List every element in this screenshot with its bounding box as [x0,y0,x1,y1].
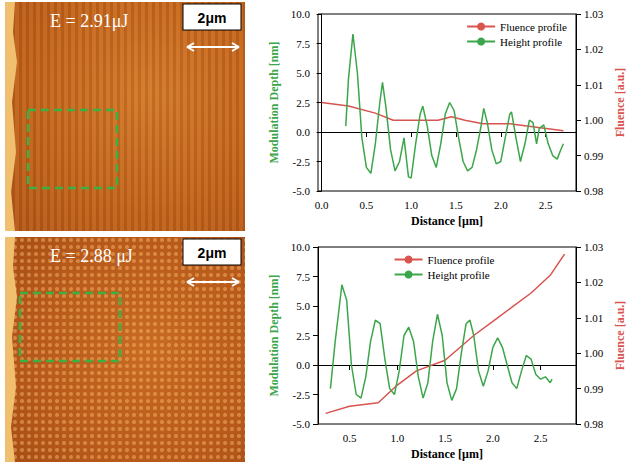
svg-text:Modulation Depth [nm]: Modulation Depth [nm] [267,41,281,163]
svg-text:Fluence profile: Fluence profile [500,21,567,33]
svg-text:E = 2.88 μJ: E = 2.88 μJ [50,246,133,266]
svg-text:1.0: 1.0 [404,199,418,211]
svg-text:0.98: 0.98 [584,185,604,197]
svg-text:0.0: 0.0 [296,359,310,371]
svg-text:Height profile: Height profile [500,36,562,48]
svg-text:1.03: 1.03 [584,8,604,20]
svg-text:-5.0: -5.0 [293,185,311,197]
svg-text:10.0: 10.0 [291,8,311,20]
svg-text:0.5: 0.5 [343,432,357,444]
svg-text:Fluence [a.u.]: Fluence [a.u.] [613,68,627,138]
svg-text:5.0: 5.0 [296,67,310,79]
svg-text:0.0: 0.0 [315,199,329,211]
svg-text:2.5: 2.5 [296,330,310,342]
svg-text:1.00: 1.00 [584,347,604,359]
svg-text:1.0: 1.0 [390,432,404,444]
svg-text:E = 2.91μJ: E = 2.91μJ [50,11,128,31]
svg-text:1.03: 1.03 [584,241,604,253]
svg-text:0.98: 0.98 [584,418,604,430]
svg-text:Fluence profile: Fluence profile [428,254,495,266]
svg-text:0.0: 0.0 [296,126,310,138]
svg-text:2μm: 2μm [198,10,227,26]
svg-text:2.0: 2.0 [494,199,508,211]
svg-text:-2.5: -2.5 [293,389,311,401]
svg-text:Distance [μm]: Distance [μm] [411,214,483,228]
svg-text:1.5: 1.5 [449,199,463,211]
svg-text:5.0: 5.0 [296,300,310,312]
svg-text:2.5: 2.5 [539,199,553,211]
svg-text:7.5: 7.5 [296,271,310,283]
svg-text:-2.5: -2.5 [293,156,311,168]
svg-text:Distance [μm]: Distance [μm] [411,447,483,461]
svg-text:-5.0: -5.0 [293,418,311,430]
svg-text:0.5: 0.5 [360,199,374,211]
svg-text:0.99: 0.99 [584,383,604,395]
svg-text:Height profile: Height profile [428,269,490,281]
svg-text:1.01: 1.01 [584,79,603,91]
svg-text:2μm: 2μm [198,245,227,261]
svg-text:2.0: 2.0 [486,432,500,444]
svg-text:1.00: 1.00 [584,114,604,126]
svg-text:10.0: 10.0 [291,241,311,253]
svg-text:Fluence [a.u.]: Fluence [a.u.] [613,301,627,371]
svg-text:2.5: 2.5 [534,432,548,444]
svg-text:1.01: 1.01 [584,312,603,324]
svg-text:7.5: 7.5 [296,38,310,50]
svg-text:Modulation Depth [nm]: Modulation Depth [nm] [267,274,281,396]
svg-text:1.02: 1.02 [584,43,603,55]
svg-text:0.99: 0.99 [584,150,604,162]
svg-text:1.02: 1.02 [584,276,603,288]
svg-text:1.5: 1.5 [438,432,452,444]
svg-text:2.5: 2.5 [296,97,310,109]
